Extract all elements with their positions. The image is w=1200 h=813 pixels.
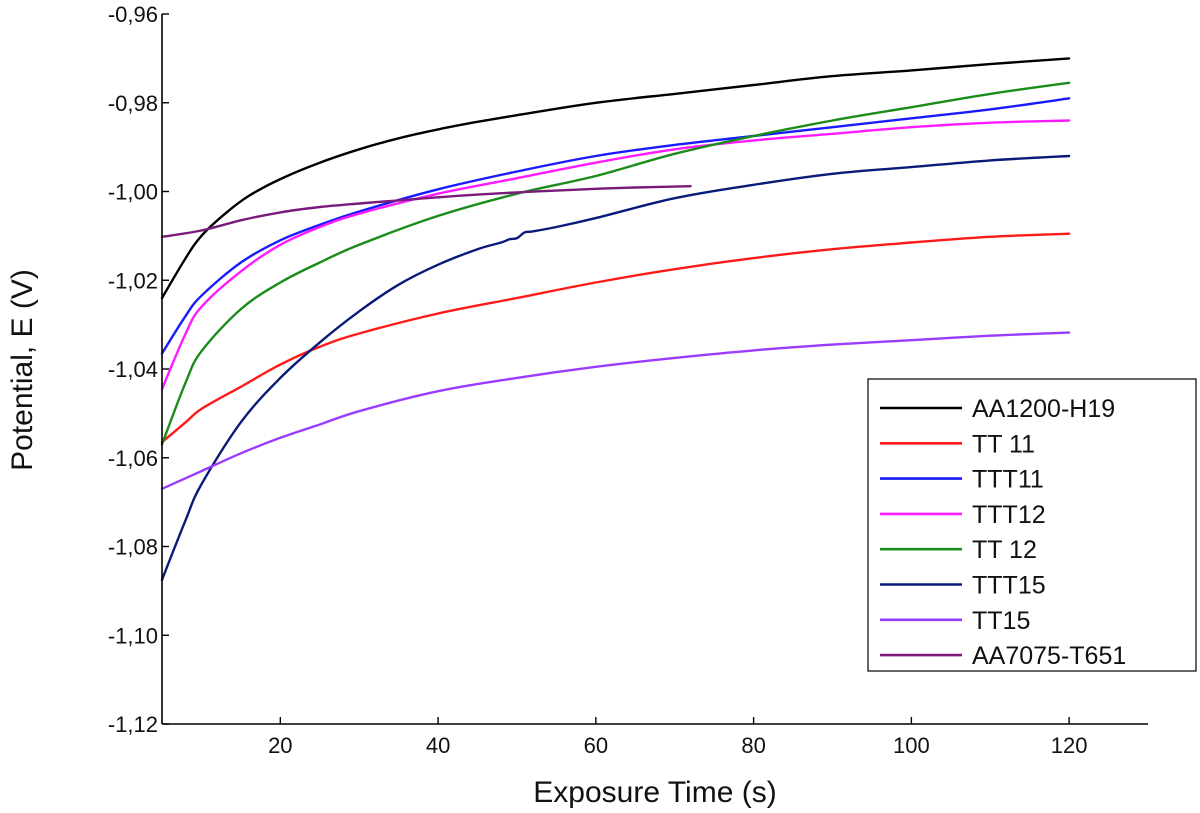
series-line-aa1200-h19: [160, 57, 1071, 300]
y-tick-label: -1,02: [108, 268, 158, 293]
series-line-ttt11: [160, 97, 1071, 355]
series-line-ttt15: [160, 154, 1071, 581]
series-line-aa7075-t651: [160, 185, 692, 238]
x-tick-label: 120: [1051, 733, 1088, 758]
y-tick-label: -1,12: [108, 712, 158, 737]
legend-label-aa1200-h19: AA1200-H19: [972, 395, 1115, 423]
series-line-tt15: [160, 331, 1071, 490]
series-line-ttt12: [160, 119, 1071, 391]
y-tick-label: -1,06: [108, 446, 158, 471]
legend-label-ttt12: TTT12: [972, 501, 1046, 529]
legend-items: AA1200-H19 TT 11 TTT11 TTT12 TT 12 TTT15 TT15 A…: [880, 395, 1126, 670]
y-tick-label: -0,98: [108, 91, 158, 116]
x-tick-label: 40: [426, 733, 450, 758]
legend-label-ttt11: TTT11: [972, 466, 1044, 494]
series-layer: [160, 57, 1071, 581]
legend-label-tt-12: TT 12: [972, 536, 1037, 564]
x-axis-title: Exposure Time (s): [533, 776, 776, 809]
legend-label-aa7075-t651: AA7075-T651: [972, 642, 1126, 670]
y-tick-label: -1,08: [108, 535, 158, 560]
series-line-tt-11: [160, 232, 1071, 444]
legend: AA1200-H19 TT 11 TTT11 TTT12 TT 12 TTT15 TT15 A…: [867, 378, 1197, 672]
y-tick-label: -1,10: [108, 623, 158, 648]
series-line-tt-12: [160, 81, 1071, 446]
y-tick-label: -1,00: [108, 180, 158, 205]
x-tick-label: 80: [741, 733, 765, 758]
y-axis-title: Potential, E (V): [6, 269, 39, 471]
x-tick-label: 60: [584, 733, 608, 758]
legend-label-tt-11: TT 11: [972, 430, 1035, 458]
legend-label-ttt15: TTT15: [972, 572, 1046, 600]
y-axis-ticks: -0,96 -0,98 -1,00 -1,02 -1,04 -1,06 -1,08 -1,10…: [108, 2, 169, 737]
legend-label-tt15: TT15: [972, 607, 1030, 635]
x-tick-label: 100: [893, 733, 930, 758]
legend-box: [867, 378, 1197, 672]
x-axis-ticks: 20 40 60 80 100 120: [268, 717, 1087, 758]
y-tick-label: -1,04: [108, 357, 158, 382]
y-tick-label: -0,96: [108, 2, 158, 27]
x-tick-label: 20: [268, 733, 292, 758]
